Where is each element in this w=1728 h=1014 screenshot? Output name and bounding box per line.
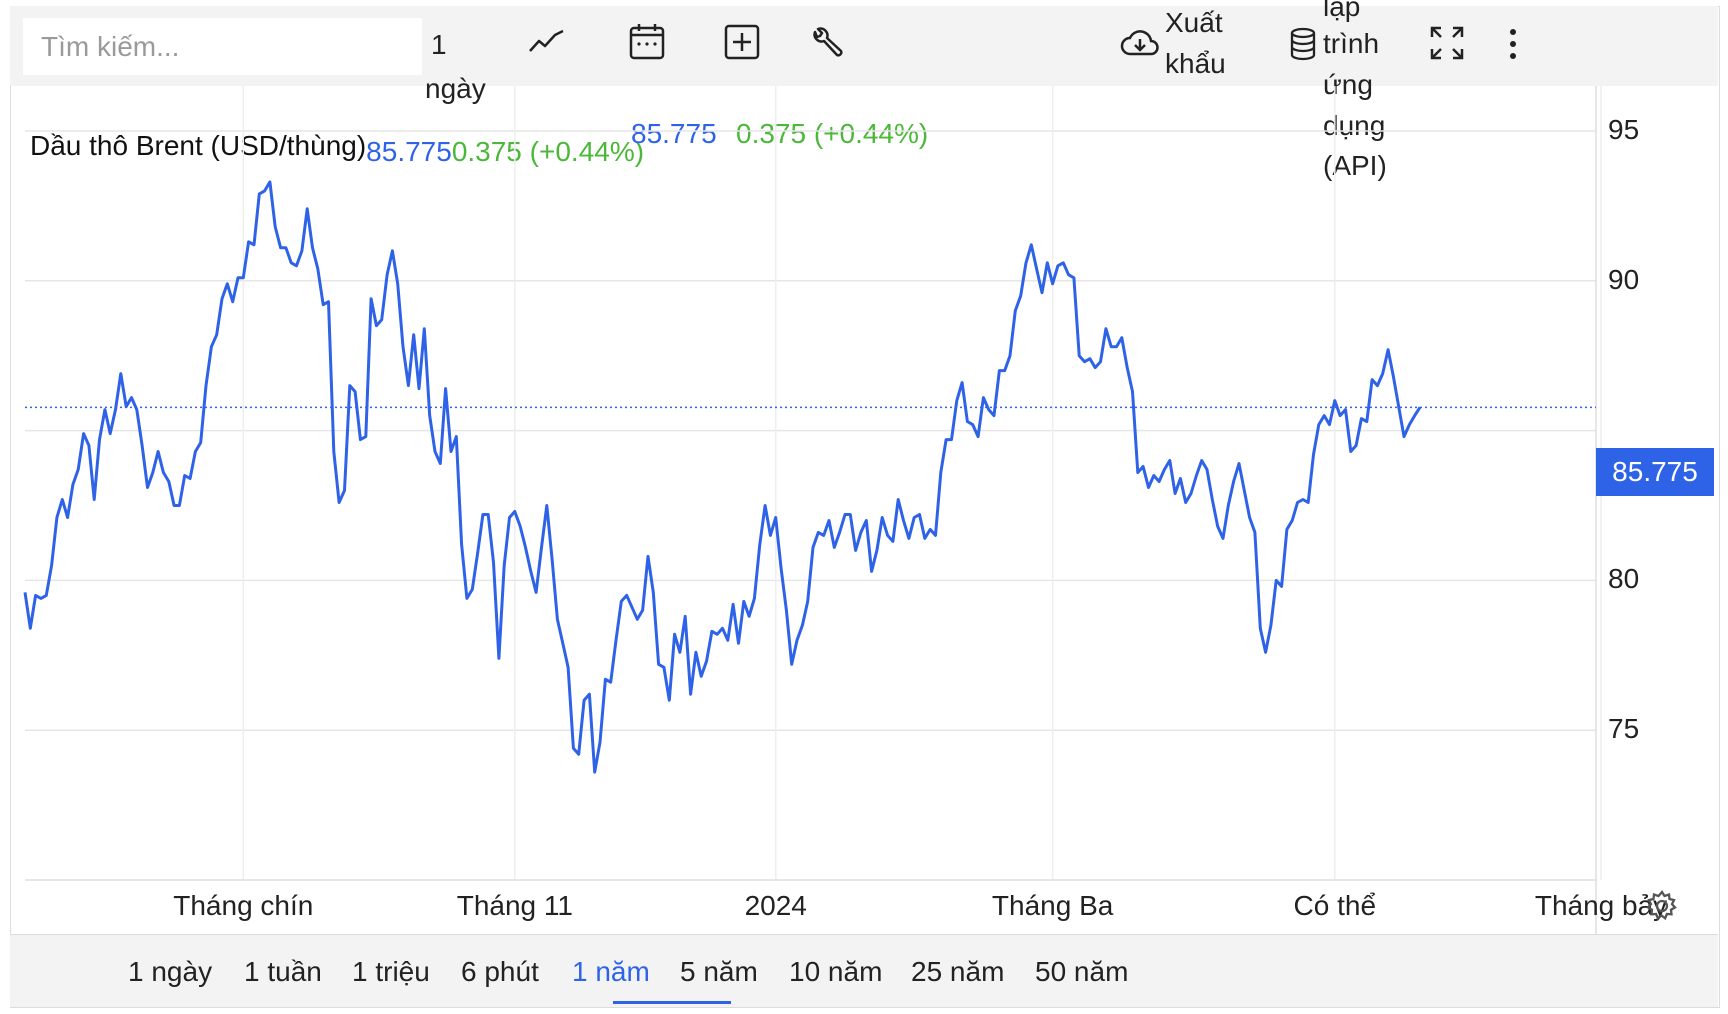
settings-gear-icon[interactable]: [1645, 889, 1679, 928]
range-button[interactable]: 1 ngày: [128, 956, 213, 987]
cloud-download-icon[interactable]: [1119, 26, 1161, 62]
api-label-line2[interactable]: trình: [1323, 28, 1380, 59]
y-tick-label: 95: [1608, 113, 1640, 145]
x-tick-label: Tháng 11: [456, 890, 573, 921]
price-value: 85.775: [631, 118, 717, 149]
range-button[interactable]: 1 triệu: [352, 956, 430, 987]
export-label-line2[interactable]: khẩu: [1165, 48, 1226, 79]
y-tick-label: 90: [1608, 263, 1640, 295]
x-tick-label: Tháng bảy: [1534, 890, 1668, 921]
search-input[interactable]: [23, 18, 422, 75]
y-tick-label: 75: [1608, 713, 1640, 745]
api-label-line4[interactable]: dụng: [1323, 110, 1386, 141]
range-button[interactable]: 10 năm: [789, 956, 883, 987]
interval-unit[interactable]: ngày: [425, 73, 486, 104]
symbol-name: Dầu thô Brent (USD/thùng): [30, 130, 367, 161]
x-tick-label: Tháng Ba: [991, 890, 1114, 921]
database-icon[interactable]: [1286, 25, 1320, 63]
range-button[interactable]: 50 năm: [1035, 956, 1129, 987]
quote-header: Dầu thô Brent (USD/thùng)85.7750.375 (+0…: [30, 130, 644, 167]
add-icon[interactable]: [722, 22, 762, 62]
range-button[interactable]: 25 năm: [911, 956, 1005, 987]
active-range-underline: [613, 1001, 731, 1004]
api-label-line5[interactable]: (API): [1323, 150, 1387, 181]
range-button[interactable]: 1 năm: [572, 956, 650, 987]
api-label-line3[interactable]: ứng: [1323, 69, 1373, 100]
more-icon[interactable]: [1500, 26, 1526, 62]
y-tick-label: 80: [1608, 563, 1640, 595]
change-inline: 0.375 (+0.44%): [451, 136, 645, 167]
range-button[interactable]: 1 tuần: [244, 956, 322, 987]
change-value: 0.375 (+0.44%): [736, 118, 929, 149]
fullscreen-icon[interactable]: [1427, 24, 1467, 62]
wrench-icon[interactable]: [807, 24, 845, 64]
calendar-icon[interactable]: [626, 20, 668, 62]
range-button[interactable]: 6 phút: [461, 956, 539, 987]
price-inline: 85.775: [366, 136, 452, 167]
interval-number[interactable]: 1: [431, 29, 447, 60]
last-price-tag: 85.775: [1596, 448, 1714, 496]
x-tick-label: Tháng chín: [173, 890, 314, 921]
api-label-line1[interactable]: lập: [1323, 0, 1361, 22]
export-label-line1[interactable]: Xuất: [1165, 7, 1223, 38]
x-tick-label: Có thể: [1293, 890, 1377, 921]
range-selector: [10, 934, 1718, 1007]
x-tick-label: 2024: [744, 890, 807, 921]
range-button[interactable]: 5 năm: [680, 956, 758, 987]
line-chart-icon[interactable]: [526, 24, 568, 60]
